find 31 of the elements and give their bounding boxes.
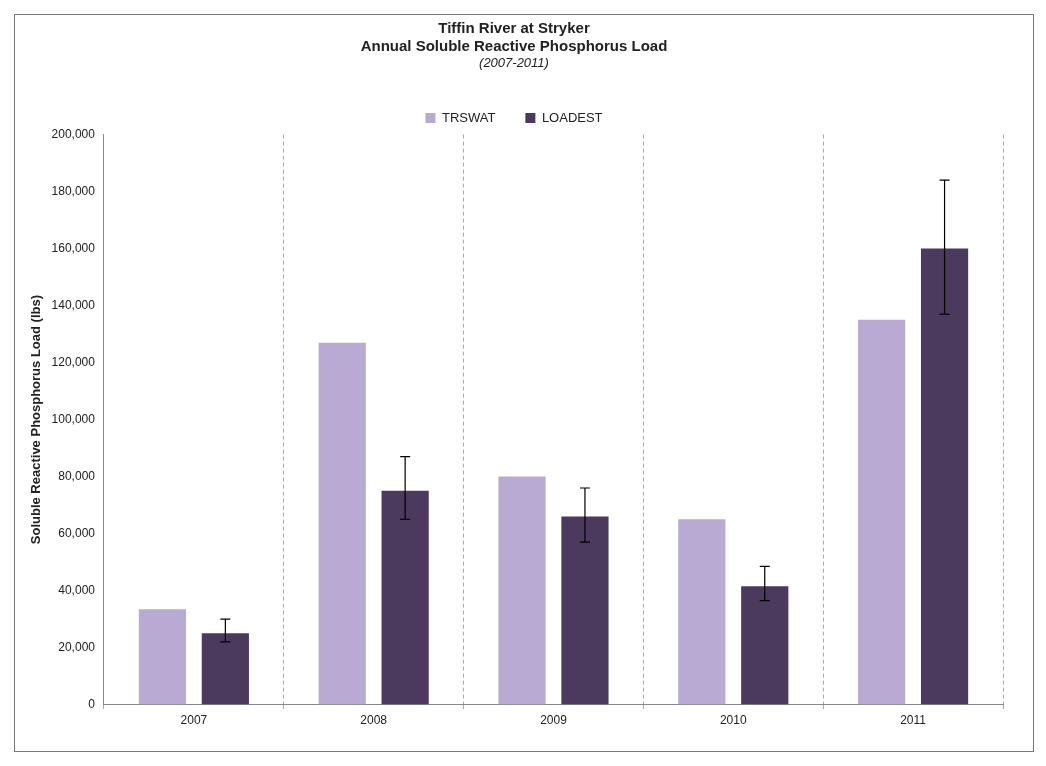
- x-tick-label: 2010: [719, 713, 747, 728]
- y-tick-label: 40,000: [58, 582, 96, 597]
- x-tick-label: 2007: [180, 713, 208, 728]
- x-tick-label: 2008: [360, 713, 388, 728]
- legend-label: TRSWAT: [441, 109, 496, 125]
- bar: [498, 476, 546, 705]
- y-axis-title: Soluble Reactive Phosphorus Load (lbs): [28, 295, 44, 545]
- bar: [318, 342, 366, 705]
- y-tick-label: 80,000: [58, 468, 96, 483]
- bar: [381, 490, 429, 705]
- chart-subtitle: (2007-2011): [479, 55, 549, 71]
- y-tick-label: 160,000: [51, 240, 96, 255]
- chart-title: Tiffin River at Stryker Annual Soluble Reactive Phosphorus Load: [360, 19, 668, 55]
- y-tick-label: 180,000: [51, 183, 96, 198]
- bar: [678, 519, 726, 705]
- bar: [201, 633, 249, 705]
- legend-label: LOADEST: [541, 109, 603, 125]
- y-tick-label: 20,000: [58, 639, 96, 654]
- bar: [858, 319, 906, 705]
- bar: [561, 516, 609, 705]
- y-tick-label: 0: [88, 696, 96, 711]
- y-tick-label: 200,000: [51, 126, 96, 141]
- y-tick-label: 120,000: [51, 354, 96, 369]
- bar: [138, 609, 187, 705]
- y-tick-label: 100,000: [51, 411, 96, 426]
- y-tick-label: 60,000: [58, 525, 96, 540]
- bar: [741, 586, 789, 705]
- x-tick-label: 2009: [540, 713, 568, 728]
- x-tick-label: 2011: [900, 713, 927, 728]
- y-tick-label: 140,000: [51, 297, 96, 312]
- bar: [920, 248, 969, 705]
